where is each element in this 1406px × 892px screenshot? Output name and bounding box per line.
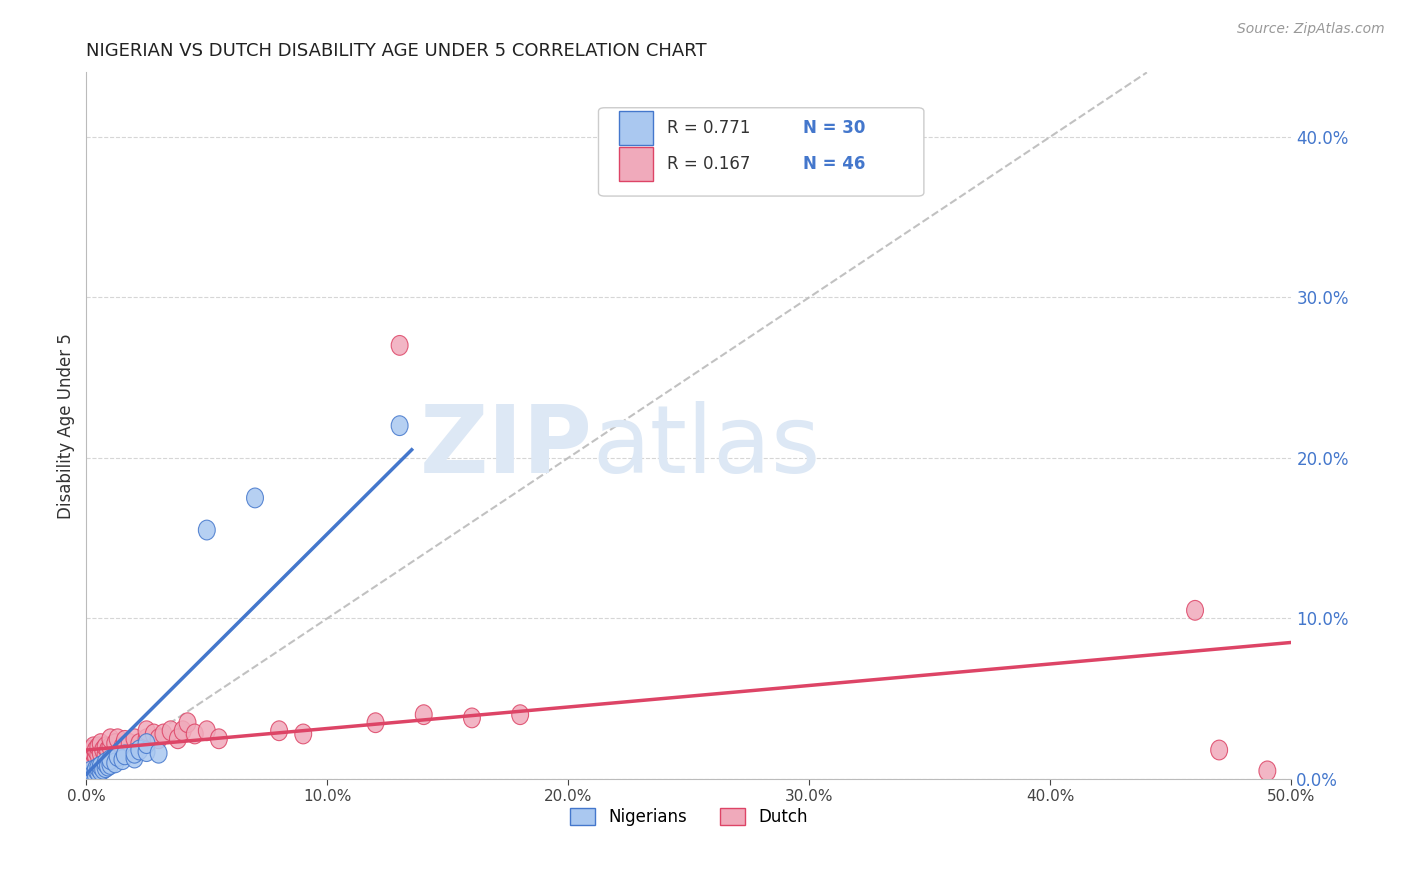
Ellipse shape: [117, 731, 134, 750]
Ellipse shape: [198, 520, 215, 540]
Ellipse shape: [155, 724, 172, 744]
Ellipse shape: [138, 734, 155, 754]
Ellipse shape: [127, 743, 143, 764]
Ellipse shape: [87, 747, 104, 766]
Ellipse shape: [90, 737, 107, 756]
Ellipse shape: [179, 713, 195, 732]
Ellipse shape: [391, 416, 408, 435]
Ellipse shape: [103, 737, 120, 756]
Ellipse shape: [1211, 740, 1227, 760]
Ellipse shape: [87, 766, 104, 786]
Text: N = 46: N = 46: [803, 155, 866, 173]
Ellipse shape: [464, 708, 481, 728]
Ellipse shape: [295, 724, 312, 744]
Ellipse shape: [114, 737, 131, 756]
Ellipse shape: [121, 734, 138, 754]
Ellipse shape: [415, 705, 432, 724]
Ellipse shape: [127, 729, 143, 748]
Ellipse shape: [103, 729, 120, 748]
Ellipse shape: [110, 747, 127, 766]
Ellipse shape: [83, 764, 100, 784]
Ellipse shape: [86, 764, 103, 784]
Text: NIGERIAN VS DUTCH DISABILITY AGE UNDER 5 CORRELATION CHART: NIGERIAN VS DUTCH DISABILITY AGE UNDER 5…: [86, 42, 707, 60]
Ellipse shape: [90, 745, 107, 764]
Ellipse shape: [107, 753, 124, 772]
Ellipse shape: [174, 721, 191, 740]
Ellipse shape: [100, 756, 117, 776]
Ellipse shape: [103, 750, 120, 770]
Ellipse shape: [93, 743, 110, 764]
Ellipse shape: [170, 729, 187, 748]
FancyBboxPatch shape: [599, 108, 924, 196]
Ellipse shape: [90, 763, 107, 782]
Ellipse shape: [512, 705, 529, 724]
Ellipse shape: [86, 737, 103, 756]
Ellipse shape: [90, 758, 107, 778]
Ellipse shape: [97, 737, 114, 756]
Ellipse shape: [83, 750, 100, 770]
Text: ZIP: ZIP: [419, 401, 592, 493]
Ellipse shape: [131, 740, 148, 760]
Ellipse shape: [93, 756, 110, 776]
Ellipse shape: [162, 721, 179, 740]
Ellipse shape: [271, 721, 288, 740]
Y-axis label: Disability Age Under 5: Disability Age Under 5: [58, 333, 75, 518]
Ellipse shape: [87, 759, 104, 780]
Ellipse shape: [1258, 761, 1275, 780]
Ellipse shape: [138, 742, 155, 762]
FancyBboxPatch shape: [619, 112, 652, 145]
Ellipse shape: [93, 734, 110, 754]
Ellipse shape: [367, 713, 384, 732]
Ellipse shape: [150, 743, 167, 764]
Ellipse shape: [145, 724, 162, 744]
Ellipse shape: [94, 759, 111, 780]
Text: R = 0.771: R = 0.771: [668, 120, 751, 137]
Ellipse shape: [117, 745, 134, 764]
Ellipse shape: [138, 721, 155, 740]
Ellipse shape: [127, 748, 143, 768]
Ellipse shape: [103, 755, 120, 774]
Ellipse shape: [93, 761, 110, 780]
Ellipse shape: [131, 734, 148, 754]
Ellipse shape: [80, 745, 97, 764]
Ellipse shape: [80, 767, 97, 788]
Ellipse shape: [138, 729, 155, 748]
Ellipse shape: [83, 761, 100, 780]
Ellipse shape: [391, 335, 408, 355]
Legend: Nigerians, Dutch: Nigerians, Dutch: [561, 799, 817, 834]
Ellipse shape: [211, 729, 228, 748]
Ellipse shape: [150, 729, 167, 748]
Ellipse shape: [87, 740, 104, 760]
Ellipse shape: [97, 753, 114, 772]
Ellipse shape: [97, 745, 114, 764]
FancyBboxPatch shape: [619, 146, 652, 180]
Text: N = 30: N = 30: [803, 120, 866, 137]
Ellipse shape: [246, 488, 263, 508]
Ellipse shape: [198, 721, 215, 740]
Ellipse shape: [107, 734, 124, 754]
Ellipse shape: [83, 740, 100, 760]
Ellipse shape: [86, 743, 103, 764]
Ellipse shape: [94, 740, 111, 760]
Ellipse shape: [86, 767, 103, 788]
Text: Source: ZipAtlas.com: Source: ZipAtlas.com: [1237, 22, 1385, 37]
Ellipse shape: [114, 750, 131, 770]
Ellipse shape: [97, 758, 114, 778]
Ellipse shape: [1187, 600, 1204, 620]
Ellipse shape: [110, 729, 127, 748]
Ellipse shape: [187, 724, 204, 744]
Text: R = 0.167: R = 0.167: [668, 155, 751, 173]
Ellipse shape: [100, 740, 117, 760]
Text: atlas: atlas: [592, 401, 821, 493]
